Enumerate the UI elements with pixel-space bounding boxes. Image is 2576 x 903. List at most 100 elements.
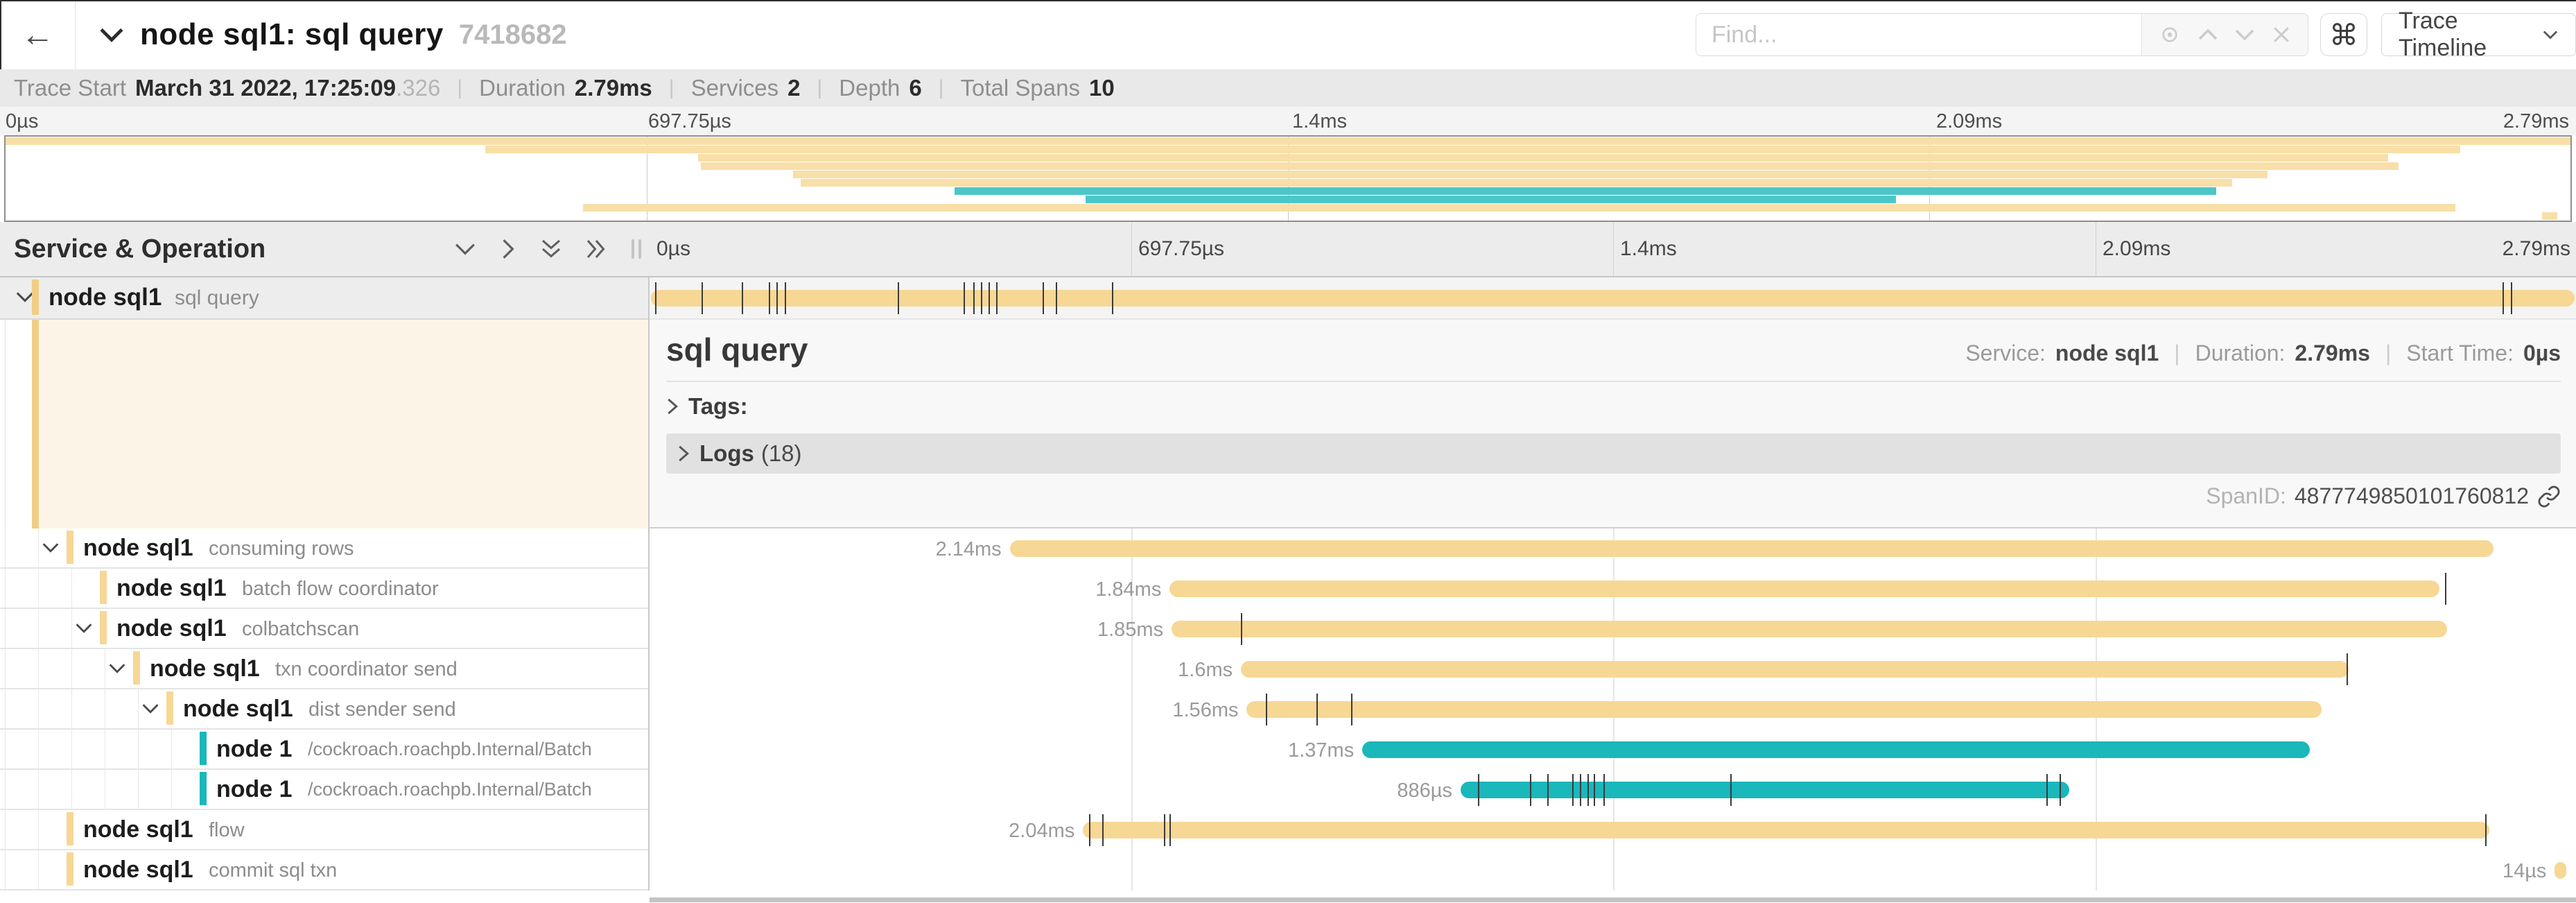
chevron-down-icon[interactable] — [141, 702, 159, 715]
find-input[interactable] — [1696, 14, 2141, 55]
clear-search-icon[interactable] — [2272, 25, 2291, 44]
log-tick — [898, 282, 900, 314]
log-tick — [2347, 653, 2349, 685]
span-bar-cell-root[interactable] — [650, 277, 2576, 320]
service-name: node 1 — [216, 736, 293, 762]
logs-accordion[interactable]: Logs (18) — [666, 433, 2561, 474]
span-name-cell[interactable]: node sql1 dist sender send — [0, 689, 648, 730]
divider — [666, 381, 2561, 382]
span-bar[interactable] — [1169, 580, 2439, 597]
span-name-cell-root[interactable]: node sql1 sql query — [0, 277, 648, 320]
service-color-strip — [200, 732, 207, 765]
log-tick — [1163, 814, 1165, 846]
next-result-chevron-down-icon[interactable] — [2234, 27, 2255, 42]
span-bar-cell[interactable]: 1.56ms — [650, 689, 2576, 730]
panel-divider[interactable] — [648, 277, 650, 891]
span-name-cell[interactable]: node sql1 consuming rows — [0, 528, 648, 569]
indent-guide — [38, 609, 39, 648]
window-edge — [0, 0, 1, 69]
operation-name: colbatchscan — [242, 618, 360, 640]
tags-label: Tags: — [688, 393, 748, 419]
summary-value: March 31 2022, 17:25:09 — [135, 75, 397, 101]
trace-minimap[interactable] — [4, 135, 2572, 222]
chevron-down-icon[interactable] — [108, 662, 126, 675]
summary-value: 10 — [1088, 75, 1115, 101]
span-bar[interactable] — [1362, 741, 2310, 758]
log-tick — [1730, 774, 1732, 806]
collapse-trace-chevron-down-icon[interactable] — [98, 26, 125, 44]
log-tick — [742, 282, 744, 314]
span-bar-cell[interactable]: 2.14ms — [650, 528, 2576, 569]
indent-guide — [71, 689, 72, 728]
top-bar: ← node sql1: sql query 7418682 — [0, 0, 2576, 70]
minimap-span-bar — [801, 179, 2232, 187]
span-bar[interactable] — [1009, 540, 2494, 557]
indent-guide — [38, 730, 39, 768]
chevron-down-icon[interactable] — [15, 290, 35, 304]
span-id-label: SpanID: — [2206, 483, 2286, 508]
indent-guide — [38, 569, 39, 608]
minimap-span-bar — [698, 154, 2389, 162]
chevron-down-icon[interactable] — [75, 621, 93, 635]
prev-result-chevron-up-icon[interactable] — [2198, 27, 2218, 42]
span-name-cell[interactable]: node sql1 commit sql txn — [0, 850, 648, 891]
span-name-cell[interactable]: node sql1 colbatchscan — [0, 609, 648, 649]
span-bar-cell[interactable]: 1.6ms — [650, 649, 2576, 689]
service-name: node sql1 — [83, 816, 193, 843]
service-value: node sql1 — [2055, 341, 2159, 366]
span-name-cell[interactable]: node 1/cockroach.roachpb.Internal/Batch — [0, 770, 648, 810]
span-id-row: SpanID: 4877749850101760812 — [666, 483, 2561, 509]
horizontal-scrollbar[interactable] — [650, 897, 2576, 902]
back-button[interactable]: ← — [0, 0, 76, 69]
span-bar-cell[interactable]: 14µs — [650, 850, 2576, 891]
span-name-cell[interactable]: node sql1 txn coordinator send — [0, 649, 648, 689]
chevron-right-icon — [666, 397, 679, 415]
span-bar-cell[interactable]: 1.84ms — [650, 569, 2576, 609]
timeline-column-ruler: 0µs 697.75µs 1.4ms 2.09ms 2.79ms — [650, 222, 2576, 276]
trace-id: 7418682 — [458, 19, 567, 50]
span-row: node sql1 txn coordinator send 1.6ms — [0, 649, 2576, 689]
span-bar[interactable] — [1172, 621, 2447, 637]
span-bar[interactable] — [1083, 822, 2489, 839]
span-name-cell[interactable]: node sql1 flow — [0, 810, 648, 850]
expand-all-double-chevron-right-icon[interactable] — [586, 238, 607, 260]
span-bar[interactable] — [1460, 782, 2070, 798]
span-bar-cell[interactable]: 1.37ms — [650, 730, 2576, 770]
log-tick — [963, 282, 965, 314]
keyboard-shortcuts-button[interactable]: ⌘ — [2320, 13, 2367, 56]
span-name-cell[interactable]: node sql1 batch flow coordinator — [0, 569, 648, 609]
selected-span-highlight — [39, 320, 648, 528]
span-bar-cell[interactable]: 2.04ms — [650, 810, 2576, 850]
summary-value: 2 — [787, 75, 801, 101]
indent-guide — [5, 810, 6, 849]
span-bar[interactable] — [651, 290, 2575, 307]
operation-name: /cockroach.roachpb.Internal/Batch — [308, 739, 592, 759]
span-bar[interactable] — [1246, 701, 2322, 718]
tags-row[interactable]: Tags: — [666, 393, 2561, 420]
view-selector-button[interactable]: Trace Timeline — [2381, 8, 2576, 61]
chevron-down-icon[interactable] — [42, 541, 60, 554]
collapse-all-double-chevron-down-icon[interactable] — [540, 239, 562, 259]
log-tick — [2046, 774, 2048, 806]
log-tick — [1587, 774, 1590, 806]
log-tick — [989, 282, 991, 314]
indent-guide — [5, 850, 6, 889]
log-tick — [1316, 694, 1318, 725]
panel-resize-handle[interactable] — [632, 239, 641, 259]
log-tick — [655, 282, 657, 314]
span-bar[interactable] — [1241, 661, 2349, 678]
span-bar[interactable] — [2555, 862, 2567, 879]
span-bar-cell[interactable]: 886µs — [650, 770, 2576, 810]
deep-link-icon[interactable] — [2537, 485, 2561, 508]
span-row-root: node sql1 sql query — [0, 277, 2576, 320]
span-duration-label: 2.14ms — [935, 538, 1002, 560]
span-bar-cell[interactable]: 1.85ms — [650, 609, 2576, 649]
service-name: node sql1 — [116, 575, 227, 601]
summary-label: Trace Start — [14, 75, 126, 101]
span-name-cell[interactable]: node 1/cockroach.roachpb.Internal/Batch — [0, 730, 648, 770]
service-color-strip — [166, 691, 173, 725]
locate-icon[interactable] — [2159, 24, 2181, 46]
collapse-one-chevron-down-icon[interactable] — [454, 241, 476, 257]
expand-one-chevron-right-icon[interactable] — [500, 238, 516, 260]
